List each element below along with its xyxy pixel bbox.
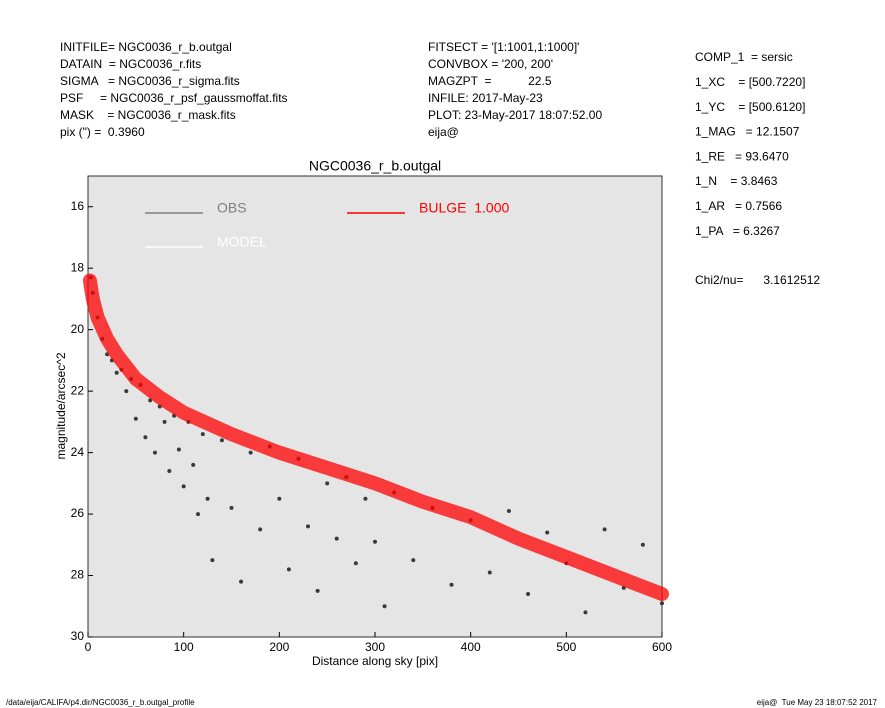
chi-text: Chi2/nu= 3.1612512	[695, 273, 820, 287]
x-tick-label: 600	[652, 640, 672, 654]
obs-point	[325, 481, 330, 486]
obs-point	[229, 505, 234, 510]
obs-point	[506, 508, 511, 513]
x-tick-label: 500	[556, 640, 576, 654]
x-tick-label: 400	[461, 640, 481, 654]
header-right-line: 1_PA = 6.3267	[695, 224, 780, 238]
y-tick-label: 24	[71, 445, 85, 459]
header-middle-line: PLOT: 23-May-2017 18:07:52.00	[428, 108, 602, 122]
header-right-line: 1_AR = 0.7566	[695, 199, 782, 213]
y-tick-label: 26	[71, 506, 85, 520]
obs-point	[114, 370, 119, 375]
x-tick-label: 300	[365, 640, 385, 654]
legend-label: OBS	[217, 200, 247, 216]
header-right-line: 1_MAG = 12.1507	[695, 125, 800, 139]
chart-title: NGC0036_r_b.outgal	[309, 158, 441, 174]
obs-point	[133, 416, 138, 421]
obs-point	[286, 567, 291, 572]
x-tick-label: 0	[85, 640, 92, 654]
y-axis-label: magnitude/arcsec^2	[54, 352, 68, 459]
header-middle-line: CONVBOX = '200, 200'	[428, 57, 553, 71]
header-middle-line: MAGZPT = 22.5	[428, 74, 552, 88]
obs-point	[315, 588, 320, 593]
y-tick-label: 20	[71, 322, 85, 336]
obs-point	[167, 469, 172, 474]
header-right-line: 1_XC = [500.7220]	[695, 75, 805, 89]
y-tick-label: 22	[71, 383, 85, 397]
legend-label: MODEL	[217, 234, 267, 250]
x-tick-label: 200	[269, 640, 289, 654]
header-left-line: MASK = NGC0036_r_mask.fits	[60, 108, 236, 122]
obs-point	[583, 610, 588, 615]
obs-point	[602, 527, 607, 532]
y-tick-label: 28	[71, 568, 85, 582]
obs-point	[200, 432, 205, 437]
x-tick-label: 100	[174, 640, 194, 654]
obs-point	[176, 447, 181, 452]
obs-point	[526, 591, 531, 596]
obs-point	[411, 558, 416, 563]
header-right-line: 1_N = 3.8463	[695, 174, 778, 188]
header-right-line: 1_RE = 93.6470	[695, 149, 789, 163]
header-right-line: COMP_1 = sersic	[695, 50, 793, 64]
obs-point	[239, 579, 244, 584]
y-tick-label: 18	[71, 260, 85, 274]
header-left-line: DATAIN = NGC0036_r.fits	[60, 57, 201, 71]
header-left-line: PSF = NGC0036_r_psf_gaussmoffat.fits	[60, 91, 288, 105]
footer-left: /data/eija/CALIFA/p4.dir/NGC0036_r_b.out…	[6, 698, 195, 707]
y-tick-label: 16	[71, 199, 85, 213]
obs-point	[545, 530, 550, 535]
obs-point	[210, 558, 215, 563]
obs-point	[487, 570, 492, 575]
obs-point	[196, 512, 201, 517]
obs-point	[660, 601, 664, 606]
bulge-profile	[82, 273, 669, 601]
legend-label: BULGE 1.000	[419, 200, 509, 216]
obs-point	[219, 438, 224, 443]
obs-point	[363, 496, 368, 501]
obs-point	[162, 419, 167, 424]
header-left-line: SIGMA = NGC0036_r_sigma.fits	[60, 74, 240, 88]
obs-point	[277, 496, 282, 501]
y-tick-label: 30	[71, 629, 85, 643]
obs-point	[143, 435, 148, 440]
header-left-line: pix (") = 0.3960	[60, 125, 145, 139]
header-right-line: 1_YC = [500.6120]	[695, 100, 805, 114]
header-middle-line: FITSECT = '[1:1001,1:1000]'	[428, 40, 579, 54]
obs-point	[205, 496, 210, 501]
obs-point	[373, 539, 377, 544]
header-left-line: INITFILE= NGC0036_r_b.outgal	[60, 40, 232, 54]
footer-right: eija@ Tue May 23 18:07:52 2017	[757, 698, 878, 707]
obs-point	[640, 542, 645, 547]
obs-point	[248, 450, 253, 455]
header-middle-line: eija@	[428, 125, 459, 139]
obs-point	[353, 561, 358, 566]
obs-point	[191, 462, 196, 467]
obs-point	[124, 389, 129, 394]
obs-point	[306, 524, 311, 529]
obs-point	[334, 536, 339, 541]
obs-point	[382, 604, 387, 609]
obs-point	[152, 450, 157, 455]
header-middle-line: INFILE: 2017-May-23	[428, 91, 543, 105]
obs-point	[258, 527, 263, 532]
x-axis-label: Distance along sky [pix]	[312, 654, 438, 668]
obs-point	[449, 582, 454, 587]
obs-point	[181, 484, 186, 489]
